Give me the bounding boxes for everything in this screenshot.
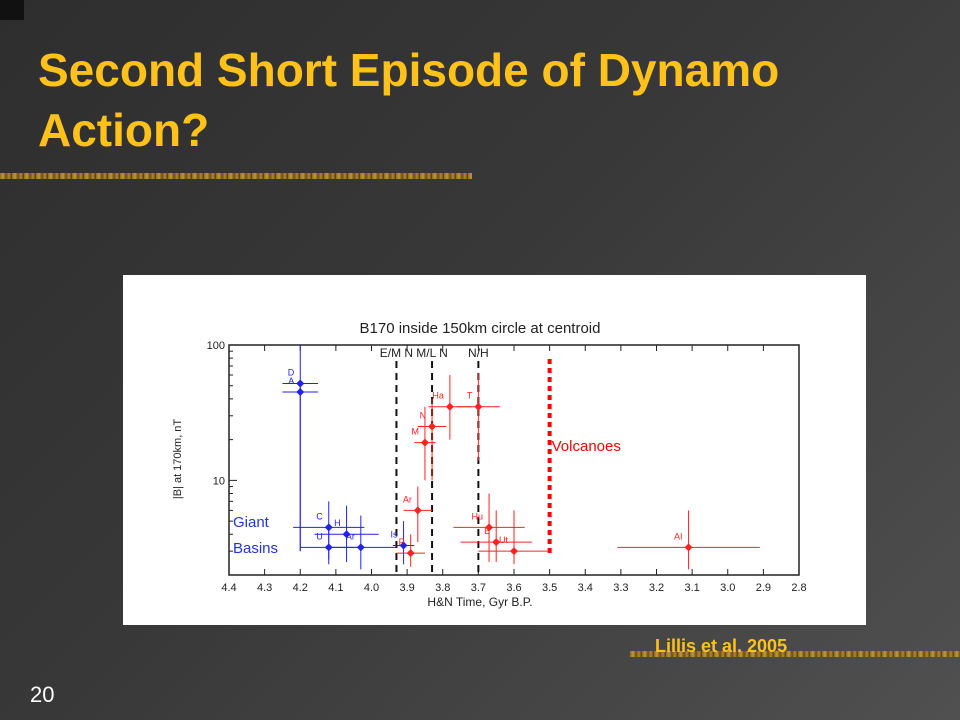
group-label: Basins bbox=[233, 540, 278, 557]
slide-title: Second Short Episode of Dynamo Action? bbox=[38, 44, 780, 156]
x-tick-label: 3.3 bbox=[613, 582, 628, 594]
point-label: Ut bbox=[499, 535, 508, 545]
data-point bbox=[356, 543, 365, 552]
citation: Lillis et al. 2005 bbox=[655, 636, 788, 656]
data-point bbox=[510, 547, 518, 556]
plot-layer: 4.4 4.3 4.2 4.1 4.0 3.9 3.8 3.7 3.6 3.5 3.4 3.3 3.2 3… bbox=[207, 340, 807, 594]
epoch-boundary-label: M/L N bbox=[416, 346, 448, 360]
point-label: E bbox=[484, 526, 490, 536]
data-point bbox=[406, 549, 415, 558]
point-label: Is bbox=[391, 530, 399, 540]
x-tick-label: 3.2 bbox=[649, 582, 664, 594]
point-label: Ar bbox=[403, 494, 412, 504]
data-point bbox=[413, 506, 422, 515]
x-tick-label: 3.4 bbox=[578, 582, 593, 594]
data-point bbox=[492, 538, 501, 547]
point-label: Hu bbox=[472, 511, 484, 521]
group-label: Giant bbox=[233, 514, 270, 531]
chart-title: B170 inside 150km circle at centroid bbox=[360, 320, 601, 337]
epoch-boundary-label: E/M N bbox=[380, 346, 413, 360]
y-tick-label: 100 bbox=[207, 340, 225, 352]
y-tick-label: 10 bbox=[213, 475, 225, 487]
point-label: D bbox=[288, 367, 295, 377]
x-tick-label: 3.1 bbox=[684, 582, 699, 594]
x-tick-label: 4.4 bbox=[221, 582, 236, 594]
point-label: A bbox=[288, 376, 294, 386]
point-label: U bbox=[316, 531, 323, 541]
x-tick-label: 3.8 bbox=[435, 582, 450, 594]
point-label: P bbox=[399, 537, 405, 547]
x-tick-label: 3.0 bbox=[720, 582, 735, 594]
x-tick-label: 2.9 bbox=[756, 582, 771, 594]
x-tick-label: 4.1 bbox=[328, 582, 343, 594]
data-point bbox=[420, 438, 429, 447]
point-label: Ar bbox=[346, 531, 355, 541]
data-point bbox=[684, 543, 693, 552]
x-tick-label: 3.6 bbox=[506, 582, 521, 594]
citation-rule bbox=[630, 651, 960, 657]
data-point bbox=[296, 387, 305, 396]
x-tick-label: 4.2 bbox=[293, 582, 308, 594]
data-point bbox=[324, 523, 333, 532]
point-label: Ha bbox=[432, 391, 444, 401]
data-point bbox=[445, 402, 454, 411]
data-point bbox=[474, 402, 483, 411]
epoch-boundary-label: N/H bbox=[468, 346, 489, 360]
point-label: H bbox=[334, 518, 341, 528]
data-point bbox=[399, 541, 408, 550]
x-tick-label: 3.9 bbox=[399, 582, 414, 594]
data-point bbox=[324, 543, 333, 552]
point-label: T bbox=[467, 391, 473, 401]
chart-ylabel: |B| at 170km, nT bbox=[172, 419, 184, 500]
point-label: M bbox=[411, 427, 419, 437]
data-point bbox=[485, 523, 494, 532]
data-point bbox=[342, 530, 351, 539]
point-label: N bbox=[420, 411, 427, 421]
x-tick-label: 2.8 bbox=[791, 582, 806, 594]
point-label: AI bbox=[674, 531, 683, 541]
data-point bbox=[428, 422, 437, 431]
chart-panel: B170 inside 150km circle at centroid H&N… bbox=[123, 275, 866, 625]
x-tick-label: 4.3 bbox=[257, 582, 272, 594]
volcanoes-label: Volcanoes bbox=[552, 438, 621, 455]
x-tick-label: 4.0 bbox=[364, 582, 379, 594]
chart-xlabel: H&N Time, Gyr B.P. bbox=[427, 595, 532, 609]
x-tick-label: 3.7 bbox=[471, 582, 486, 594]
title-rule bbox=[0, 173, 472, 179]
chart-svg: B170 inside 150km circle at centroid H&N… bbox=[172, 320, 807, 609]
slide-number: 20 bbox=[30, 682, 55, 707]
corner-mark bbox=[0, 0, 24, 20]
x-tick-label: 3.5 bbox=[542, 582, 557, 594]
point-label: C bbox=[316, 511, 323, 521]
